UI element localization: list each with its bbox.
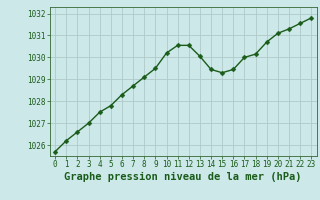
- X-axis label: Graphe pression niveau de la mer (hPa): Graphe pression niveau de la mer (hPa): [64, 172, 302, 182]
